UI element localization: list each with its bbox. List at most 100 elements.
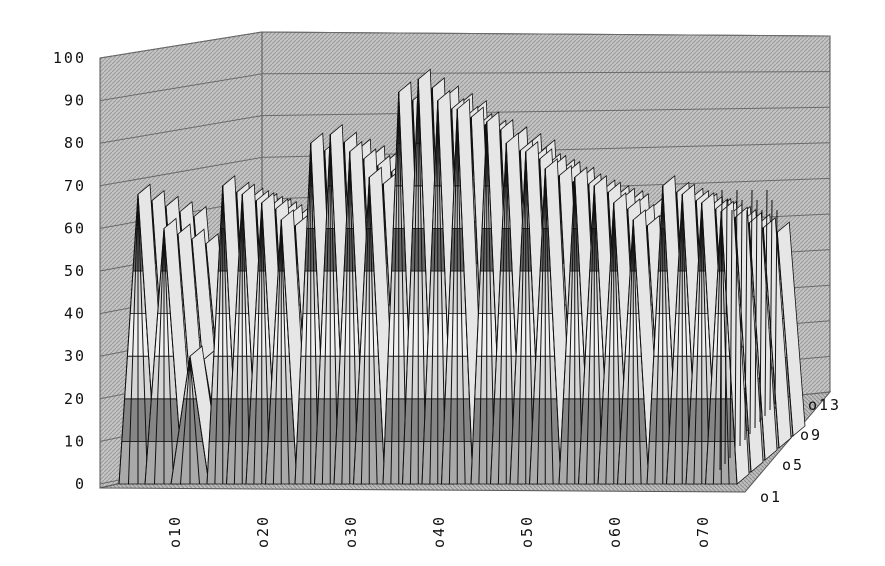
mesh-line (333, 151, 351, 485)
mesh-line (509, 151, 527, 485)
mesh-line (321, 134, 331, 485)
mesh-line (566, 177, 576, 485)
surface-mesh (118, 68, 806, 485)
mesh-line (294, 143, 312, 485)
z-tick-label: 20 (64, 390, 86, 408)
z-tick-label: 80 (64, 134, 86, 152)
mesh-line (402, 79, 419, 485)
mesh-line (353, 177, 370, 485)
mesh-line (118, 194, 139, 485)
x-tick-label: o60 (606, 515, 624, 548)
mesh-line (441, 109, 458, 485)
mesh-line (558, 177, 576, 485)
mesh-line (497, 143, 507, 485)
mesh-line (734, 217, 752, 473)
mesh-line (341, 151, 351, 485)
mesh-line (137, 194, 148, 485)
mesh-line (712, 211, 722, 485)
mesh-line (490, 143, 507, 485)
mesh-line (253, 202, 263, 485)
surface-peak (705, 200, 750, 485)
mesh-line (144, 228, 165, 485)
mesh-line (368, 177, 386, 485)
x-tick-label: o20 (254, 515, 272, 548)
mesh-line (214, 185, 224, 485)
z-gridline-left (99, 73, 263, 102)
mesh-line (666, 194, 683, 485)
mesh-line (233, 194, 243, 485)
x-tick-label: o10 (166, 515, 184, 548)
mesh-line (544, 168, 562, 485)
mesh-line (280, 219, 298, 485)
mesh-line (685, 202, 703, 485)
y-tick-label: o13 (808, 396, 841, 414)
edge-spike-line (764, 189, 768, 417)
mesh-line (154, 228, 165, 485)
z-tick-label: 90 (64, 92, 86, 110)
mesh-line (170, 356, 191, 485)
mesh-line (624, 219, 634, 485)
z-axis-tick-labels: 0 10 20 30 40 50 60 70 80 90 100 (53, 49, 86, 493)
x-axis-tick-labels: o10 o20 o30 o40 o50 o60 o70 (166, 515, 712, 548)
edge-spike-line (729, 209, 733, 459)
x-tick-label: o40 (430, 515, 448, 548)
mesh-line (189, 356, 200, 485)
mesh-line (617, 219, 634, 485)
y-tick-label: o1 (760, 488, 782, 506)
z-gridline-left (99, 156, 263, 187)
z-tick-label: 10 (64, 432, 86, 450)
z-tick-label: 70 (64, 177, 86, 195)
mesh-line (180, 356, 191, 485)
mesh-line (605, 202, 615, 485)
mesh-line (585, 185, 595, 485)
z-gridline-back (261, 71, 831, 75)
mesh-line (245, 202, 263, 485)
edge-spike-line (759, 209, 763, 423)
z-tick-label: 0 (75, 475, 86, 493)
mesh-line (280, 219, 290, 485)
mesh-line (302, 143, 312, 485)
mesh-line (382, 92, 400, 485)
mesh-line (529, 168, 546, 485)
edge-spike-line (734, 189, 738, 453)
z-gridline-left (99, 115, 263, 144)
mesh-line (189, 356, 210, 485)
mesh-line (470, 121, 488, 485)
mesh-line (478, 121, 488, 485)
mesh-line (720, 211, 738, 485)
edge-spike-line (739, 199, 743, 447)
mesh-line (654, 185, 664, 485)
edge-spike-line (724, 199, 728, 465)
mesh-line (705, 211, 722, 485)
edge-spike-line (769, 199, 773, 411)
mesh-line (646, 185, 664, 485)
edge-spike-line (754, 199, 758, 429)
mesh-line (448, 109, 458, 485)
mesh-line (272, 219, 282, 485)
mesh-line (776, 232, 794, 437)
mesh-line (693, 202, 703, 485)
edge-spike-line (774, 209, 778, 405)
x-tick-label: o50 (518, 515, 536, 548)
mesh-line (720, 211, 730, 485)
mesh-line (517, 151, 527, 485)
mesh-line (409, 79, 419, 485)
mesh-line (456, 109, 466, 485)
y-tick-label: o5 (782, 456, 804, 474)
mesh-line (632, 219, 642, 485)
z-tick-label: 50 (64, 262, 86, 280)
z-tick-label: 30 (64, 347, 86, 365)
mesh-line (206, 185, 224, 485)
x-tick-label: o30 (342, 515, 360, 548)
mesh-line (429, 100, 439, 485)
mesh-line (163, 228, 174, 485)
z-gridline-left (99, 31, 263, 59)
mesh-line (536, 168, 546, 485)
mesh-line (226, 194, 243, 485)
mesh-line (544, 168, 554, 485)
z-gridline-back (261, 31, 831, 37)
edge-spike-line (719, 189, 723, 471)
mesh-line (360, 177, 370, 485)
